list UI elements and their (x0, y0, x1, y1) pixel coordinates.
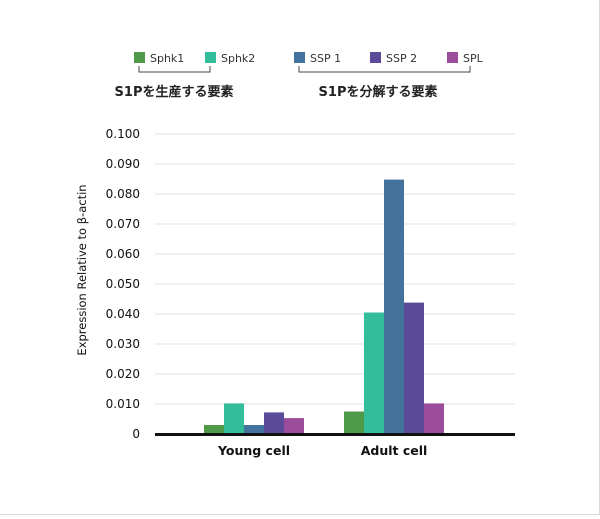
bar-spl-adult-cell (424, 403, 444, 434)
bar-ssp-1-young-cell (244, 425, 264, 434)
bar-sphk1-young-cell (204, 425, 224, 434)
legend-label: SPL (463, 52, 484, 65)
legend-item-spl: SPL (447, 52, 484, 65)
legend-swatch (134, 52, 145, 63)
y-tick-label: 0.010 (106, 397, 140, 411)
y-tick-label: 0.070 (106, 217, 140, 231)
y-axis-ticks: 0 0.010 0.020 0.030 0.040 0.050 0.060 0.070 0.08… (106, 127, 140, 441)
legend-label: Sphk2 (221, 52, 255, 65)
legend-item-ssp-1: SSP 1 (294, 52, 341, 65)
y-axis-label: Expression Relative to β-actin (75, 184, 89, 355)
y-tick-label: 0.060 (106, 247, 140, 261)
legend-item-ssp-2: SSP 2 (370, 52, 417, 65)
bar-spl-young-cell (284, 418, 304, 434)
y-tick-label: 0 (132, 427, 140, 441)
bars (204, 179, 444, 434)
legend-group-label: S1Pを生産する要素 (115, 84, 234, 100)
legend: Sphk1 Sphk2 SSP 1 SSP 2 SPL S1Pを生産する要素 S1Pを分解す… (115, 52, 484, 100)
y-tick-label: 0.020 (106, 367, 140, 381)
legend-group-1: S1Pを生産する要素 (115, 66, 234, 100)
bar-ssp-2-young-cell (264, 412, 284, 434)
legend-group-bracket (298, 66, 471, 73)
legend-label: SSP 2 (386, 52, 417, 65)
y-tick-label: 0.090 (106, 157, 140, 171)
x-tick-label-adult-cell: Adult cell (361, 443, 428, 458)
bar-ssp-2-adult-cell (404, 302, 424, 434)
legend-item-sphk2: Sphk2 (205, 52, 255, 65)
legend-swatch (294, 52, 305, 63)
bar-sphk2-adult-cell (364, 312, 384, 434)
legend-group-label: S1Pを分解する要素 (319, 84, 438, 100)
x-axis: Young cell Adult cell (155, 433, 515, 458)
y-tick-label: 0.050 (106, 277, 140, 291)
y-tick-label: 0.040 (106, 307, 140, 321)
legend-swatch (447, 52, 458, 63)
bar-sphk2-young-cell (224, 403, 244, 434)
y-tick-label: 0.030 (106, 337, 140, 351)
legend-swatch (205, 52, 216, 63)
y-tick-label: 0.080 (106, 187, 140, 201)
gridlines (155, 133, 515, 405)
legend-item-sphk1: Sphk1 (134, 52, 184, 65)
legend-group-2: S1Pを分解する要素 (298, 66, 471, 100)
legend-swatch (370, 52, 381, 63)
legend-group-bracket (138, 66, 211, 73)
legend-label: Sphk1 (150, 52, 184, 65)
bar-ssp-1-adult-cell (384, 179, 404, 434)
bar-sphk1-adult-cell (344, 411, 364, 434)
y-tick-label: 0.100 (106, 127, 140, 141)
x-tick-label-young-cell: Young cell (217, 443, 290, 458)
legend-label: SSP 1 (310, 52, 341, 65)
